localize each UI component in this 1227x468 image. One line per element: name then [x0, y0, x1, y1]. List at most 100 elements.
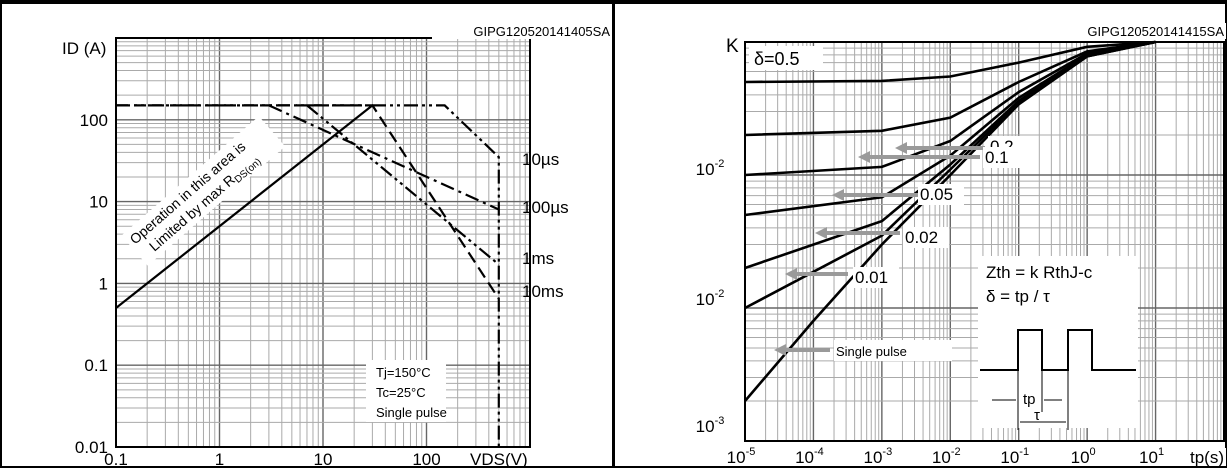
series-label: Single pulse — [836, 344, 907, 359]
x-tick-label: 0.1 — [104, 450, 128, 468]
x-axis-label-text: tp(s) — [1190, 448, 1224, 467]
series-line-10ms — [116, 104, 500, 300]
y-tick-label: 100 — [80, 111, 108, 130]
y-tick-exp: -2 — [715, 288, 725, 300]
series-annotation: 0.02 — [815, 227, 949, 248]
series-annotation: 0.1 — [858, 147, 1020, 168]
series-annotation: Single pulse — [774, 340, 952, 361]
series-annotation: 0.05 — [832, 184, 964, 205]
annotation-label-bg — [983, 147, 1020, 168]
tau-label: τ — [1034, 407, 1040, 424]
x-tick-base: 10 — [864, 448, 883, 467]
x-tick-exp: 0 — [1090, 446, 1096, 458]
x-tick-exp: -4 — [814, 446, 824, 458]
series-label: 0.1 — [985, 148, 1009, 167]
x-label-bg — [1184, 448, 1226, 466]
formula-box-bg — [978, 256, 1138, 428]
annotation-arrow-head — [785, 268, 797, 280]
formula-zth: Zth = k RthJ-c — [986, 263, 1093, 282]
x-tick-label: 100 — [1071, 446, 1096, 467]
formula-box: Zth = k RthJ-c δ = tp / τ tpτ — [978, 256, 1138, 430]
x-tick-base: 10 — [795, 448, 814, 467]
series-label: 1ms — [522, 249, 554, 268]
x-tick-label: 101 — [1139, 446, 1164, 467]
x-tick-exp: -5 — [746, 446, 756, 458]
annotation-label-bg — [853, 267, 899, 288]
series-label: 10µs — [522, 150, 559, 169]
y-tick-exp: -3 — [715, 415, 725, 427]
annotation-arrow-head — [815, 227, 827, 239]
top-rule — [0, 0, 614, 4]
y-tick-base: 10 — [696, 290, 715, 309]
series-line-100s — [268, 104, 500, 211]
x-tick-label: 10-3 — [864, 446, 893, 467]
series-label: δ=0.5 — [754, 49, 800, 69]
series-line-1ms — [306, 104, 500, 266]
x-tick-label: 1 — [215, 450, 224, 468]
y-tick-label: 0.1 — [84, 356, 108, 375]
series-annotation: 0.01 — [785, 267, 899, 288]
x-tick-exp: -1 — [1019, 446, 1029, 458]
y-axis-label: K — [726, 36, 739, 57]
series-label: 100µs — [522, 198, 569, 217]
code-label-bg — [432, 23, 612, 39]
x-tick-label: 100 — [412, 450, 440, 468]
y-tick-label: 0.01 — [75, 438, 108, 457]
annotation-label-bg — [903, 227, 949, 248]
annotation-arrow-head — [832, 189, 844, 201]
y-tick-label: 1 — [99, 274, 108, 293]
y-axis-label: ID (A) — [62, 39, 106, 58]
x-tick-label: 10-5 — [727, 446, 756, 467]
annotation-label-bg — [918, 184, 964, 205]
annotation-arrow-head — [858, 151, 870, 163]
conditions-bg — [366, 360, 446, 422]
series-curve-1 — [744, 40, 1156, 137]
y-tick-label: 10-2 — [696, 158, 725, 179]
annotation-arrow-head — [774, 344, 786, 356]
y-tick-label: 10-2 — [696, 288, 725, 309]
series-curve-6 — [744, 40, 1156, 402]
series-label: 0.05 — [920, 185, 953, 204]
series-label: 0.02 — [905, 228, 938, 247]
x-tick-label: 10-4 — [795, 446, 824, 467]
annotation-label-bg — [834, 340, 952, 361]
region-annotation-bg — [121, 116, 286, 266]
condition-text: Tc=25°C — [376, 385, 426, 400]
x-tick-exp: -3 — [882, 446, 892, 458]
x-tick-exp: 1 — [1158, 446, 1164, 458]
x-tick-base: 10 — [932, 448, 951, 467]
top-rule — [614, 0, 1227, 4]
condition-text: Single pulse — [376, 405, 447, 420]
x-tick-label: 10-1 — [1000, 446, 1029, 467]
x-tick-base: 10 — [1139, 448, 1158, 467]
x-tick-base: 10 — [727, 448, 746, 467]
formula-delta: δ = tp / τ — [986, 287, 1050, 306]
y-tick-label: 10-3 — [696, 415, 725, 436]
x-tick-exp: -2 — [951, 446, 961, 458]
figure-code: GIPG120520141415SA — [1087, 24, 1224, 39]
code-label-bg — [1054, 23, 1226, 39]
x-tick-label: 10-2 — [932, 446, 961, 467]
y-tick-base: 10 — [696, 417, 715, 436]
x-axis-label: VDS(V) — [470, 450, 528, 468]
grid — [115, 38, 530, 448]
figure-code: GIPG120520141405SA — [473, 24, 610, 39]
pulse-waveform — [980, 329, 1136, 371]
plot-frame — [115, 37, 531, 448]
series-label: 0.01 — [855, 268, 888, 287]
plot-frame — [744, 41, 1225, 442]
tp-label: tp — [1023, 391, 1036, 408]
y-tick-exp: -2 — [715, 158, 725, 170]
y-tick-base: 10 — [696, 160, 715, 179]
delta-label-bg — [749, 46, 823, 70]
series-group — [744, 40, 1156, 402]
series-label: 10ms — [522, 282, 564, 301]
condition-text: Tj=150°C — [376, 365, 431, 380]
series-curve-0 — [744, 40, 1156, 84]
series-group — [115, 104, 500, 447]
series-line-rdslimit — [115, 104, 374, 309]
x-tick-label: 10 — [314, 450, 333, 468]
annotation-arrow-head — [895, 142, 907, 154]
